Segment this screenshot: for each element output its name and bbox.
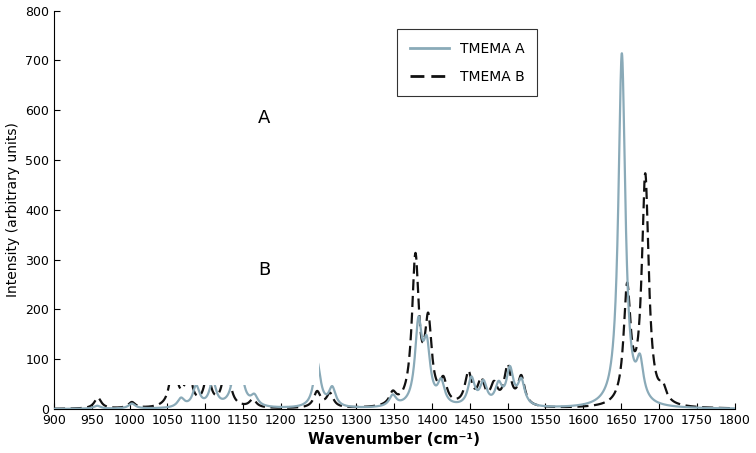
Text: A: A bbox=[258, 109, 271, 127]
Legend: TMEMA A, TMEMA B: TMEMA A, TMEMA B bbox=[397, 29, 537, 96]
Text: B: B bbox=[258, 260, 271, 279]
Y-axis label: Intensity (arbitrary units): Intensity (arbitrary units) bbox=[5, 122, 20, 297]
X-axis label: Wavenumber (cm⁻¹): Wavenumber (cm⁻¹) bbox=[308, 433, 480, 448]
FancyBboxPatch shape bbox=[60, 214, 319, 385]
FancyBboxPatch shape bbox=[60, 19, 319, 202]
